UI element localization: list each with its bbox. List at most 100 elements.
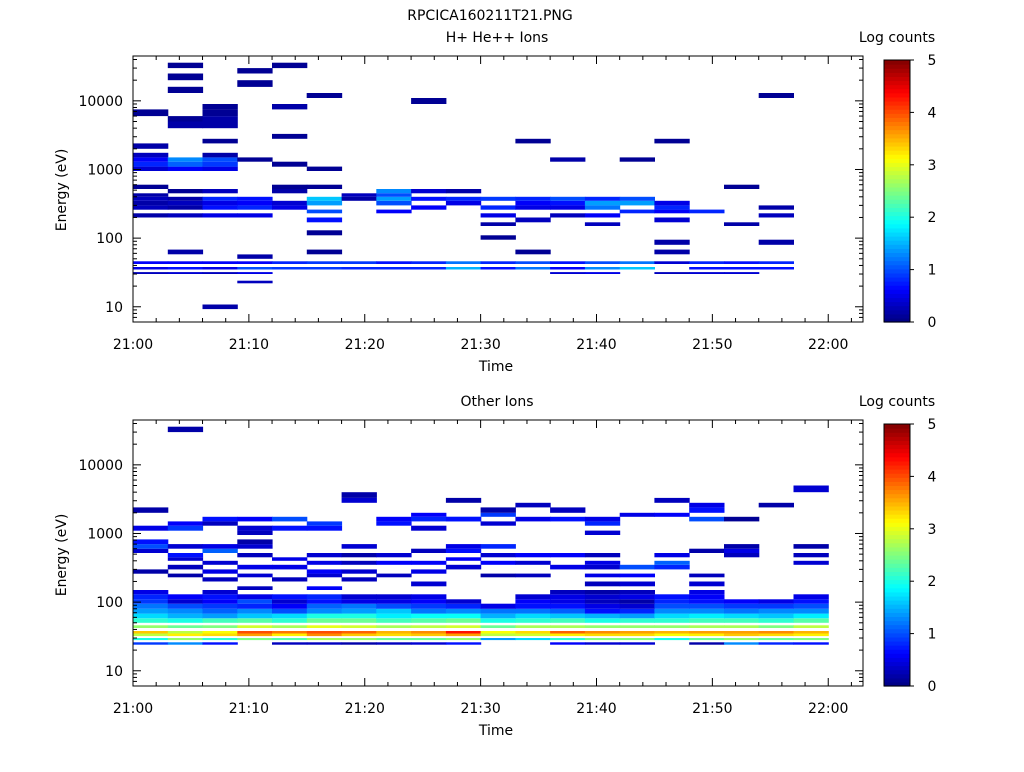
colorbar-segment (884, 154, 910, 159)
spectrogram-cell (793, 560, 829, 565)
colorbar-segment (884, 579, 910, 585)
spectrogram-cell (272, 638, 308, 641)
x-tick-label: 21:50 (692, 337, 732, 353)
spectrogram-cell (689, 507, 725, 513)
spectrogram-cell (306, 569, 343, 574)
spectrogram-cell (272, 62, 308, 69)
colorbar-segment (884, 575, 910, 581)
spectrogram-cell (689, 618, 725, 623)
spectrogram-cell (167, 196, 204, 201)
panel1-colorbar: 0 1 2 3 4 5 (883, 53, 937, 331)
spectrogram-cell (306, 625, 343, 628)
spectrogram-cell (306, 599, 343, 604)
colorbar-segment (884, 665, 910, 671)
spectrogram-cell (654, 272, 690, 274)
spectrogram-cell (654, 239, 690, 245)
spectrogram-cell (584, 205, 621, 210)
spectrogram-cell (550, 157, 586, 162)
spectrogram-cell (758, 239, 794, 245)
spectrogram-cell (237, 205, 273, 210)
x-tick-label: 21:10 (229, 337, 269, 353)
spectrogram-cell (480, 512, 516, 517)
spectrogram-cell (167, 573, 204, 578)
spectrogram-cell (724, 184, 760, 189)
spectrogram-cell (584, 590, 621, 595)
spectrogram-cell (202, 569, 238, 574)
colorbar-segment (884, 117, 910, 122)
spectrogram-cell (619, 631, 655, 634)
colorbar-segment (884, 497, 910, 503)
spectrogram-cell (272, 633, 308, 637)
spectrogram-cell (724, 633, 760, 637)
spectrogram-cell (584, 516, 621, 522)
y-tick-label: 100 (96, 231, 123, 247)
colorbar-segment (884, 236, 910, 241)
spectrogram-cell (306, 200, 343, 206)
spectrogram-cell (411, 599, 447, 604)
spectrogram-cell (237, 633, 273, 637)
spectrogram-cell (167, 638, 204, 641)
spectrogram-cell (202, 157, 238, 162)
spectrogram-cell (445, 261, 482, 264)
colorbar-segment (884, 436, 910, 441)
colorbar-segment (884, 522, 910, 527)
spectrogram-cell (793, 599, 829, 604)
spectrogram-cell (306, 638, 343, 641)
colorbar-segment (884, 509, 910, 515)
colorbar-segment (884, 608, 910, 613)
x-tick-label: 21:30 (460, 337, 500, 353)
spectrogram-cell (202, 121, 238, 129)
spectrogram-cell (237, 254, 273, 259)
spectrogram-cell (619, 633, 655, 637)
spectrogram-cell (584, 642, 621, 645)
spectrogram-cell (272, 613, 308, 619)
spectrogram-cell (445, 196, 482, 201)
colorbar-segment (884, 595, 910, 601)
spectrogram-cell (237, 68, 273, 74)
spectrogram-cell (411, 633, 447, 637)
spectrogram-cell (515, 608, 551, 614)
spectrogram-cell (619, 564, 655, 570)
spectrogram-cell (793, 544, 829, 549)
spectrogram-cell (237, 631, 273, 634)
colorbar-segment (884, 109, 910, 114)
x-tick-label: 21:40 (576, 701, 616, 717)
spectrogram-cell (202, 200, 238, 206)
spectrogram-cell (306, 633, 343, 637)
spectrogram-cell (480, 573, 516, 578)
colorbar-segment (884, 493, 910, 499)
spectrogram-cell (411, 512, 447, 517)
spectrogram-cell (654, 603, 690, 609)
colorbar-segment (884, 587, 910, 593)
spectrogram-cell (550, 261, 586, 264)
spectrogram-cell (133, 166, 169, 171)
colorbar-segment (884, 567, 910, 572)
spectrogram-cell (202, 631, 238, 634)
spectrogram-cell (167, 594, 204, 600)
spectrogram-cell (480, 608, 516, 614)
spectrogram-cell (272, 104, 308, 110)
spectrogram-cell (237, 613, 273, 619)
spectrogram-cell (202, 642, 238, 645)
colorbar-segment (884, 464, 910, 470)
spectrogram-cell (306, 166, 343, 171)
spectrogram-cell (167, 249, 204, 255)
spectrogram-cell (202, 267, 238, 270)
spectrogram-cell (654, 608, 690, 614)
spectrogram-cell (306, 230, 343, 236)
spectrogram-cell (619, 594, 655, 600)
spectrogram-cell (724, 553, 760, 558)
spectrogram-cell (515, 261, 551, 264)
spectrogram-cell (445, 625, 482, 628)
spectrogram-cell (237, 544, 273, 549)
spectrogram-cell (272, 557, 308, 561)
spectrogram-cell (202, 625, 238, 628)
spectrogram-cell (376, 516, 412, 522)
spectrogram-cell (689, 573, 725, 578)
spectrogram-cell (515, 613, 551, 619)
spectrogram-cell (272, 642, 308, 645)
spectrogram-cell (758, 618, 794, 623)
spectrogram-cell (376, 594, 412, 600)
spectrogram-cell (272, 184, 308, 189)
spectrogram-cell (411, 205, 447, 210)
